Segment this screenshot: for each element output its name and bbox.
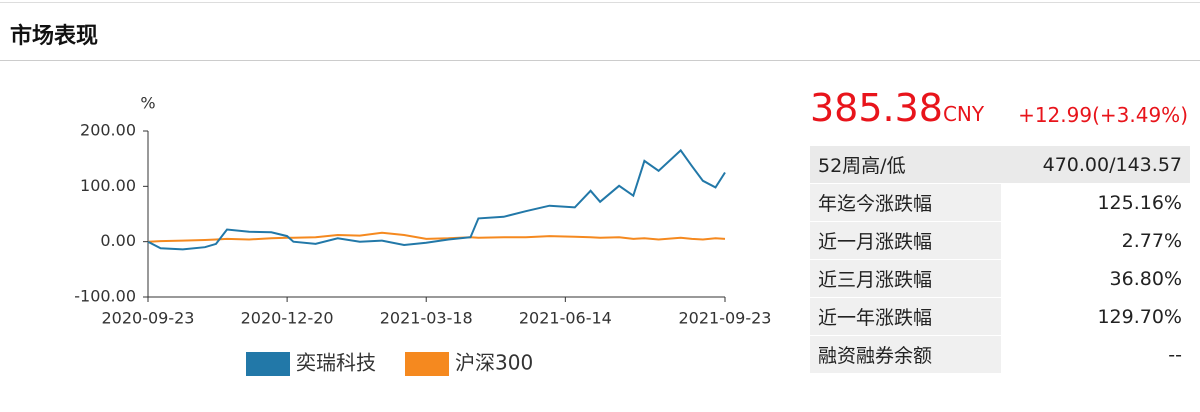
y-tick-label: 100.00 [80, 176, 136, 195]
stat-value: 470.00/143.57 [1001, 146, 1190, 184]
x-tick-label: 2021-06-14 [519, 309, 612, 328]
stat-label: 融资融券余额 [810, 335, 1001, 374]
table-row: 年迄今涨跌幅 125.16% [810, 183, 1190, 222]
x-tick-label: 2020-12-20 [241, 309, 334, 328]
stat-value: 125.16% [1001, 183, 1190, 222]
stat-label: 近三月涨跌幅 [810, 259, 1001, 298]
table-row: 52周高/低 470.00/143.57 [810, 146, 1190, 184]
stat-label: 近一年涨跌幅 [810, 297, 1001, 336]
table-row: 近一月涨跌幅 2.77% [810, 221, 1190, 260]
x-tick-label: 2020-09-23 [102, 309, 195, 328]
price-change: +12.99(+3.49%) [1018, 103, 1188, 127]
currency: CNY [942, 102, 985, 126]
stat-value: 36.80% [1001, 259, 1190, 298]
divider [0, 60, 1200, 61]
stat-value: 2.77% [1001, 221, 1190, 260]
legend-swatch [246, 352, 290, 376]
chart: % -100.00 0.00 100.00 200.00 2020-09-23 2020-… [74, 94, 772, 376]
section-title: 市场表现 [10, 24, 99, 49]
legend-label: 奕瑞科技 [296, 351, 376, 375]
stat-value: 129.70% [1001, 297, 1190, 336]
y-unit: % [140, 94, 155, 113]
stat-value: -- [1001, 335, 1190, 374]
y-tick-label: 200.00 [80, 121, 136, 140]
legend-swatch [405, 352, 449, 376]
table-row: 融资融券余额 -- [810, 335, 1190, 374]
table-row: 近三月涨跌幅 36.80% [810, 259, 1190, 298]
y-tick-label: -100.00 [74, 287, 136, 306]
x-tick-label: 2021-09-23 [679, 309, 772, 328]
legend-label: 沪深300 [455, 351, 533, 375]
stats-table: 52周高/低 470.00/143.57 年迄今涨跌幅 125.16% 近一月涨跌幅 2.… [810, 146, 1190, 374]
divider [0, 2, 1200, 3]
y-tick-label: 0.00 [100, 231, 136, 250]
price-box: 385.38CNY [810, 86, 984, 130]
stat-label: 年迄今涨跌幅 [810, 183, 1001, 222]
price: 385.38 [810, 86, 943, 130]
series-line [147, 148, 726, 251]
stat-label: 近一月涨跌幅 [810, 221, 1001, 260]
table-row: 近一年涨跌幅 129.70% [810, 297, 1190, 336]
stat-label: 52周高/低 [810, 146, 1001, 184]
x-tick-label: 2021-03-18 [380, 309, 473, 328]
